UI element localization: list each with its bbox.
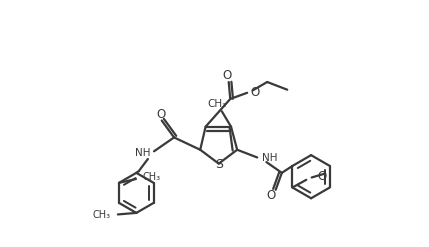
Text: NH: NH (135, 148, 150, 158)
Text: CH₃: CH₃ (93, 210, 111, 220)
Text: CH₃: CH₃ (208, 99, 227, 109)
Text: O: O (266, 189, 276, 202)
Text: O: O (317, 170, 326, 183)
Text: O: O (156, 108, 166, 121)
Text: CH₃: CH₃ (142, 172, 160, 183)
Text: O: O (250, 85, 260, 99)
Text: S: S (215, 158, 224, 171)
Text: NH: NH (262, 153, 277, 163)
Text: O: O (223, 69, 232, 82)
